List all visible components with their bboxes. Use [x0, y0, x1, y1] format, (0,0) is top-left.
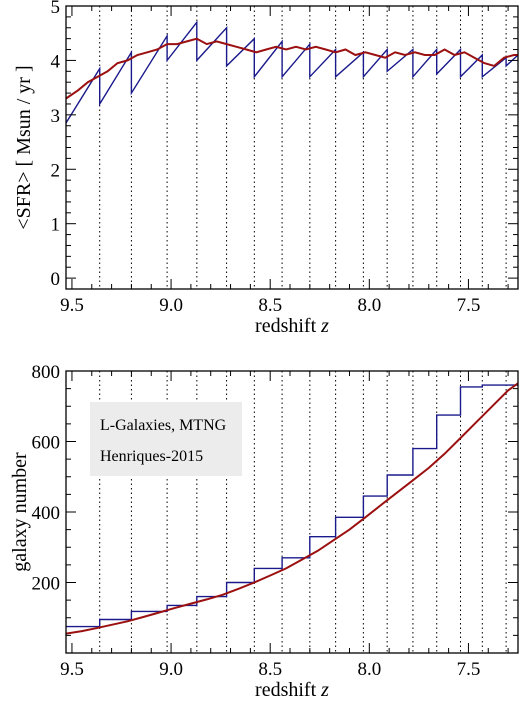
y-axis-label: <SFR> [ Msun / yr ]	[13, 65, 35, 229]
y-tick-label: 800	[32, 362, 61, 383]
x-tick-label: 8.5	[258, 659, 282, 680]
y-tick-label: 1	[51, 215, 61, 236]
x-tick-label: 7.5	[457, 659, 481, 680]
y-axis-label: galaxy number	[9, 452, 31, 572]
x-tick-label: 9.5	[60, 659, 84, 680]
x-tick-label: 8.5	[258, 295, 282, 316]
y-tick-label: 4	[51, 51, 61, 72]
legend-entry: L-Galaxies, MTNG	[100, 417, 227, 434]
y-tick-label: 2	[51, 160, 61, 181]
x-tick-label: 7.5	[457, 295, 481, 316]
legend: L-Galaxies, MTNG Henriques-2015	[90, 402, 242, 476]
x-tick-label: 8.0	[357, 659, 381, 680]
legend-box	[90, 402, 242, 476]
x-tick-label: 8.0	[357, 295, 381, 316]
series-line-2	[66, 382, 518, 635]
y-tick-label: 5	[51, 0, 61, 18]
y-tick-label: 200	[32, 574, 61, 595]
x-tick-label: 9.5	[60, 295, 84, 316]
series-line-1	[66, 20, 518, 124]
y-tick-label: 0	[51, 269, 61, 290]
x-tick-label: 9.0	[159, 295, 183, 316]
x-axis-label: redshift z	[255, 315, 329, 337]
x-axis-label: redshift z	[255, 679, 329, 701]
x-tick-label: 9.0	[159, 659, 183, 680]
y-tick-label: 600	[32, 433, 61, 454]
y-tick-label: 3	[51, 106, 61, 127]
series-line-2	[66, 37, 518, 100]
legend-entry: Henriques-2015	[100, 448, 203, 465]
chart-panel-2: 9.5 9.0 8.5 8.0 7.5 200 400 600 800 redshift z gal…	[9, 362, 519, 701]
chart-panel-1: 9.5 9.0 8.5 8.0 7.5 0 1 2 3 4 5 redshift z <SFR> [ M…	[13, 0, 519, 337]
y-tick-label: 400	[32, 503, 61, 524]
